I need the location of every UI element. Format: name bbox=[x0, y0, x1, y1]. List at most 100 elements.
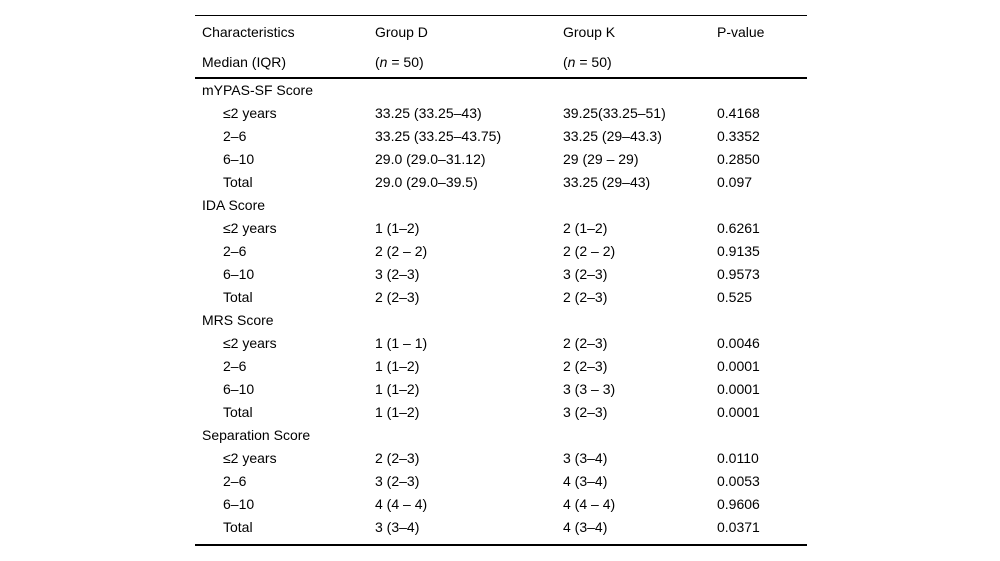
cell-group-d bbox=[375, 79, 563, 102]
cell-p-value: 0.0371 bbox=[717, 519, 760, 535]
row-label: Total bbox=[223, 174, 253, 190]
header-group-k: Group K bbox=[563, 24, 616, 40]
n-symbol: n bbox=[567, 54, 576, 70]
cell-group-d: 29.0 (29.0–39.5) bbox=[375, 174, 478, 190]
section-header-row: MRS Score bbox=[195, 309, 807, 332]
cell-group-d: 1 (1–2) bbox=[375, 404, 420, 420]
cell-group-k: 3 (2–3) bbox=[563, 266, 608, 282]
header-group-d: Group D bbox=[375, 24, 428, 40]
cell-p-value: 0.0001 bbox=[717, 358, 760, 374]
header-group-k-n: (n = 50) bbox=[563, 47, 717, 77]
cell-group-k bbox=[563, 79, 717, 102]
n-count: = 50) bbox=[387, 54, 424, 70]
cell-group-d: 2 (2–3) bbox=[375, 289, 420, 305]
table-body: mYPAS-SF Score ≤2 years 33.25 (33.25–43) 39… bbox=[195, 79, 807, 546]
cell-p-value: 0.0110 bbox=[717, 450, 759, 466]
table-row: 6–10 4 (4 – 4) 4 (4 – 4) 0.9606 bbox=[195, 493, 807, 516]
cell-group-d: 29.0 (29.0–31.12) bbox=[375, 151, 486, 167]
row-label: 6–10 bbox=[223, 151, 255, 167]
table-row: ≤2 years 33.25 (33.25–43) 39.25(33.25–51) 0… bbox=[195, 102, 807, 125]
table-row: 2–6 3 (2–3) 4 (3–4) 0.0053 bbox=[195, 470, 807, 493]
cell-group-k: 33.25 (29–43.3) bbox=[563, 128, 662, 144]
cell-group-k: 39.25(33.25–51) bbox=[563, 105, 666, 121]
cell-group-d bbox=[375, 194, 563, 217]
table-row: ≤2 years 1 (1 – 1) 2 (2–3) 0.0046 bbox=[195, 332, 807, 355]
cell-group-d: 2 (2 – 2) bbox=[375, 243, 428, 259]
row-label: 2–6 bbox=[223, 128, 247, 144]
cell-group-k bbox=[563, 424, 717, 447]
cell-p-value: 0.9606 bbox=[717, 496, 760, 512]
row-label: IDA Score bbox=[202, 197, 266, 213]
cell-p-value: 0.3352 bbox=[717, 128, 760, 144]
row-label: MRS Score bbox=[202, 312, 274, 328]
table-row: Total 3 (3–4) 4 (3–4) 0.0371 bbox=[195, 516, 807, 539]
row-label: Separation Score bbox=[202, 427, 311, 443]
cell-group-d: 1 (1–2) bbox=[375, 381, 420, 397]
table-row: Total 29.0 (29.0–39.5) 33.25 (29–43) 0.097 bbox=[195, 171, 807, 194]
cell-group-k bbox=[563, 194, 717, 217]
cell-group-k: 4 (3–4) bbox=[563, 473, 608, 489]
row-label: mYPAS-SF Score bbox=[202, 82, 313, 98]
cell-group-d bbox=[375, 424, 563, 447]
cell-p-value: 0.4168 bbox=[717, 105, 760, 121]
table-row: 2–6 2 (2 – 2) 2 (2 – 2) 0.9135 bbox=[195, 240, 807, 263]
row-label: Total bbox=[223, 289, 253, 305]
cell-group-k bbox=[563, 309, 717, 332]
row-label: ≤2 years bbox=[223, 450, 277, 466]
cell-group-k: 33.25 (29–43) bbox=[563, 174, 651, 190]
table-row: 2–6 1 (1–2) 2 (2–3) 0.0001 bbox=[195, 355, 807, 378]
row-label: Total bbox=[223, 519, 253, 535]
section-header-row: Separation Score bbox=[195, 424, 807, 447]
n-symbol: n bbox=[379, 54, 388, 70]
cell-group-d: 3 (2–3) bbox=[375, 473, 420, 489]
cell-group-k: 2 (1–2) bbox=[563, 220, 608, 236]
row-label: 6–10 bbox=[223, 266, 255, 282]
row-label: 2–6 bbox=[223, 358, 247, 374]
cell-group-d: 33.25 (33.25–43.75) bbox=[375, 128, 502, 144]
header-median-iqr: Median (IQR) bbox=[202, 54, 287, 70]
header-p-value: P-value bbox=[717, 24, 765, 40]
header-row-1: Characteristics Group D Group K P-value bbox=[195, 17, 807, 47]
cell-group-k: 2 (2–3) bbox=[563, 289, 608, 305]
cell-group-k: 3 (2–3) bbox=[563, 404, 608, 420]
cell-group-k: 29 (29 – 29) bbox=[563, 151, 639, 167]
cell-group-k: 3 (3 – 3) bbox=[563, 381, 616, 397]
table-row: ≤2 years 1 (1–2) 2 (1–2) 0.6261 bbox=[195, 217, 807, 240]
cell-p-value: 0.0001 bbox=[717, 404, 760, 420]
cell-group-k: 3 (3–4) bbox=[563, 450, 608, 466]
table-row: 6–10 1 (1–2) 3 (3 – 3) 0.0001 bbox=[195, 378, 807, 401]
header-group-d-n: (n = 50) bbox=[375, 47, 563, 77]
cell-p-value bbox=[717, 424, 807, 447]
cell-group-k: 4 (4 – 4) bbox=[563, 496, 616, 512]
n-count: = 50) bbox=[575, 54, 612, 70]
table-row: Total 1 (1–2) 3 (2–3) 0.0001 bbox=[195, 401, 807, 424]
header-p-value-blank bbox=[717, 47, 807, 77]
cell-p-value: 0.0053 bbox=[717, 473, 760, 489]
cell-p-value: 0.9135 bbox=[717, 243, 760, 259]
row-label: ≤2 years bbox=[223, 105, 277, 121]
cell-group-k: 2 (2–3) bbox=[563, 335, 608, 351]
cell-group-d: 3 (3–4) bbox=[375, 519, 420, 535]
cell-group-d: 33.25 (33.25–43) bbox=[375, 105, 482, 121]
section-header-row: IDA Score bbox=[195, 194, 807, 217]
cell-group-d: 1 (1 – 1) bbox=[375, 335, 428, 351]
table-row: 6–10 3 (2–3) 3 (2–3) 0.9573 bbox=[195, 263, 807, 286]
cell-group-d: 3 (2–3) bbox=[375, 266, 420, 282]
cell-p-value: 0.9573 bbox=[717, 266, 760, 282]
cell-p-value bbox=[717, 79, 807, 102]
table-row: 2–6 33.25 (33.25–43.75) 33.25 (29–43.3) 0.3… bbox=[195, 125, 807, 148]
table-row: 6–10 29.0 (29.0–31.12) 29 (29 – 29) 0.2850 bbox=[195, 148, 807, 171]
row-label: 2–6 bbox=[223, 473, 247, 489]
cell-p-value bbox=[717, 194, 807, 217]
cell-p-value: 0.6261 bbox=[717, 220, 760, 236]
statistics-table: Characteristics Group D Group K P-value … bbox=[195, 15, 807, 546]
cell-p-value: 0.097 bbox=[717, 174, 753, 190]
cell-p-value: 0.2850 bbox=[717, 151, 760, 167]
cell-group-k: 2 (2–3) bbox=[563, 358, 608, 374]
cell-group-d: 1 (1–2) bbox=[375, 358, 420, 374]
cell-group-d: 2 (2–3) bbox=[375, 450, 420, 466]
paren-open: ( bbox=[375, 54, 380, 70]
cell-group-k: 4 (3–4) bbox=[563, 519, 608, 535]
row-label: ≤2 years bbox=[223, 220, 277, 236]
table-row: ≤2 years 2 (2–3) 3 (3–4) 0.0110 bbox=[195, 447, 807, 470]
